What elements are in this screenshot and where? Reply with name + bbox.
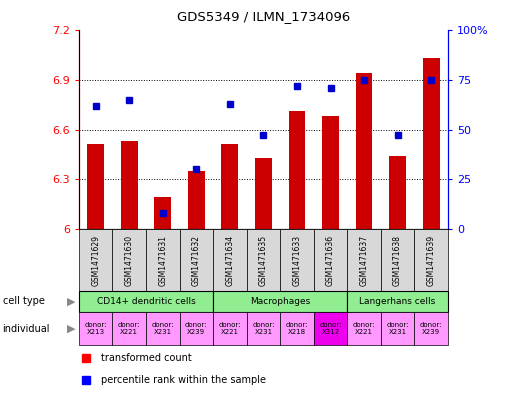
Bar xyxy=(180,229,213,291)
Bar xyxy=(247,312,280,345)
Text: individual: individual xyxy=(3,323,50,334)
Bar xyxy=(322,116,339,229)
Bar xyxy=(356,73,373,229)
Bar xyxy=(247,229,280,291)
Text: ▶: ▶ xyxy=(67,296,75,307)
Bar xyxy=(414,229,448,291)
Bar xyxy=(188,171,205,229)
Text: GSM1471639: GSM1471639 xyxy=(427,235,436,286)
Text: GSM1471631: GSM1471631 xyxy=(158,235,167,285)
Bar xyxy=(87,144,104,229)
Bar xyxy=(213,229,247,291)
Bar xyxy=(289,111,305,229)
Text: GSM1471638: GSM1471638 xyxy=(393,235,402,285)
Bar xyxy=(280,229,314,291)
Text: Langerhans cells: Langerhans cells xyxy=(359,297,436,306)
Bar xyxy=(213,291,347,312)
Bar xyxy=(381,312,414,345)
Text: GSM1471635: GSM1471635 xyxy=(259,235,268,286)
Text: GSM1471630: GSM1471630 xyxy=(125,235,134,286)
Text: donor:
X213: donor: X213 xyxy=(84,322,107,335)
Bar xyxy=(112,229,146,291)
Bar xyxy=(79,229,112,291)
Bar xyxy=(389,156,406,229)
Bar xyxy=(255,158,272,229)
Bar xyxy=(112,312,146,345)
Bar xyxy=(146,229,180,291)
Bar xyxy=(414,312,448,345)
Bar xyxy=(314,312,347,345)
Text: donor:
X231: donor: X231 xyxy=(386,322,409,335)
Text: percentile rank within the sample: percentile rank within the sample xyxy=(101,375,266,385)
Bar xyxy=(221,144,238,229)
Text: GSM1471633: GSM1471633 xyxy=(293,235,301,286)
Bar xyxy=(347,312,381,345)
Bar xyxy=(280,312,314,345)
Text: donor:
X312: donor: X312 xyxy=(319,322,342,335)
Text: donor:
X231: donor: X231 xyxy=(152,322,174,335)
Text: GSM1471634: GSM1471634 xyxy=(225,235,234,286)
Bar xyxy=(79,291,213,312)
Text: cell type: cell type xyxy=(3,296,44,307)
Text: GSM1471632: GSM1471632 xyxy=(192,235,201,285)
Bar xyxy=(314,229,347,291)
Bar xyxy=(347,291,448,312)
Text: CD14+ dendritic cells: CD14+ dendritic cells xyxy=(97,297,195,306)
Text: transformed count: transformed count xyxy=(101,353,192,364)
Bar xyxy=(180,312,213,345)
Bar xyxy=(79,312,112,345)
Text: GSM1471629: GSM1471629 xyxy=(91,235,100,285)
Text: donor:
X231: donor: X231 xyxy=(252,322,275,335)
Bar xyxy=(347,229,381,291)
Bar xyxy=(381,229,414,291)
Text: GDS5349 / ILMN_1734096: GDS5349 / ILMN_1734096 xyxy=(177,10,350,23)
Bar xyxy=(121,141,137,229)
Text: GSM1471637: GSM1471637 xyxy=(359,235,369,286)
Bar xyxy=(213,312,247,345)
Text: GSM1471636: GSM1471636 xyxy=(326,235,335,286)
Text: Macrophages: Macrophages xyxy=(250,297,310,306)
Text: ▶: ▶ xyxy=(67,323,75,334)
Text: donor:
X221: donor: X221 xyxy=(353,322,375,335)
Text: donor:
X221: donor: X221 xyxy=(218,322,241,335)
Bar xyxy=(423,58,440,229)
Text: donor:
X218: donor: X218 xyxy=(286,322,308,335)
Bar xyxy=(146,312,180,345)
Bar xyxy=(154,198,171,229)
Text: donor:
X239: donor: X239 xyxy=(420,322,442,335)
Text: donor:
X239: donor: X239 xyxy=(185,322,208,335)
Text: donor:
X221: donor: X221 xyxy=(118,322,140,335)
